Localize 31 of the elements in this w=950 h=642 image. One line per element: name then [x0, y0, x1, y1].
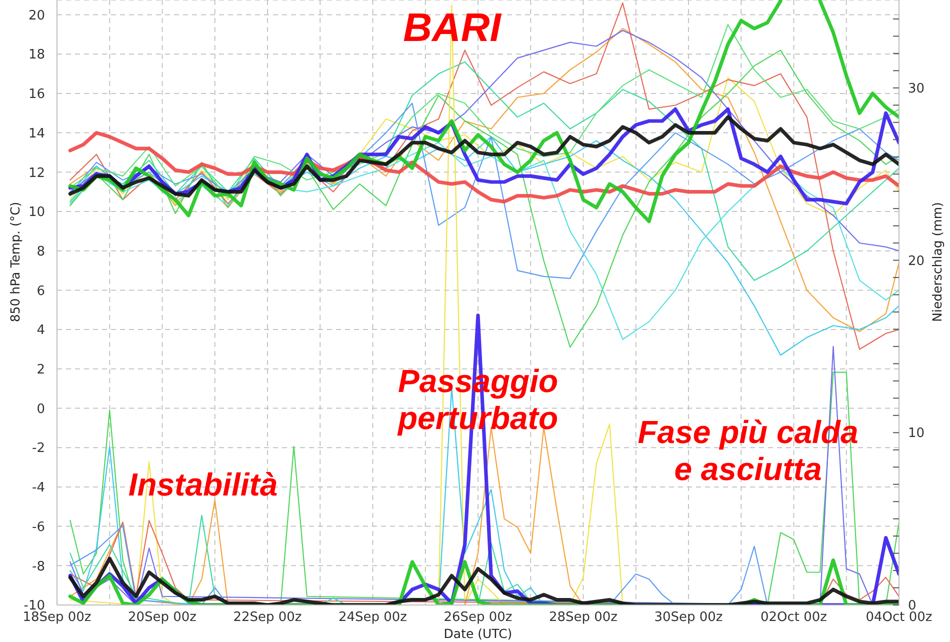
y-tick-label: 16 — [28, 87, 45, 102]
y-tick-label: 12 — [28, 166, 45, 181]
y-tick-label: 4 — [36, 323, 45, 338]
y-tick-label: 6 — [36, 284, 45, 299]
y-tick-label: -6 — [32, 520, 45, 535]
x-tick-label: 28Sep 00z — [548, 610, 618, 626]
y-tick-label: 8 — [36, 244, 45, 260]
x-tick-label: 26Sep 00z — [444, 610, 512, 626]
y-axis-title: 850 hPa Temp. (°C) — [7, 202, 22, 322]
x-tick-label: 18Sep 00z — [22, 610, 92, 626]
x-tick-label: 04Oct 00z — [866, 610, 932, 626]
y-tick-label: 2 — [36, 362, 45, 378]
x-axis-title: Date (UTC) — [444, 626, 512, 641]
y-tick-label: 0 — [36, 402, 45, 417]
x-tick-label: 30Sep 00z — [654, 610, 723, 626]
x-tick-label: 20Sep 00z — [128, 610, 197, 626]
y2-tick-label: 20 — [908, 254, 925, 269]
y-tick-label: 18 — [28, 48, 45, 63]
x-tick-label: 24Sep 00z — [338, 610, 408, 626]
y2-tick-label: 10 — [908, 426, 925, 442]
y2-axis-title: Niederschlag (mm) — [929, 202, 944, 322]
y-tick-label: -4 — [32, 480, 45, 496]
y-tick-label: 20 — [28, 8, 45, 24]
x-tick-label: 22Sep 00z — [233, 610, 302, 626]
y2-tick-label: 30 — [908, 81, 925, 96]
y-tick-label: 14 — [28, 126, 45, 142]
y-tick-label: -8 — [32, 559, 45, 574]
y-tick-label: -2 — [32, 441, 45, 456]
x-tick-label: 02Oct 00z — [760, 610, 828, 626]
y-tick-label: 10 — [28, 205, 45, 220]
line-series — [68, 115, 899, 198]
